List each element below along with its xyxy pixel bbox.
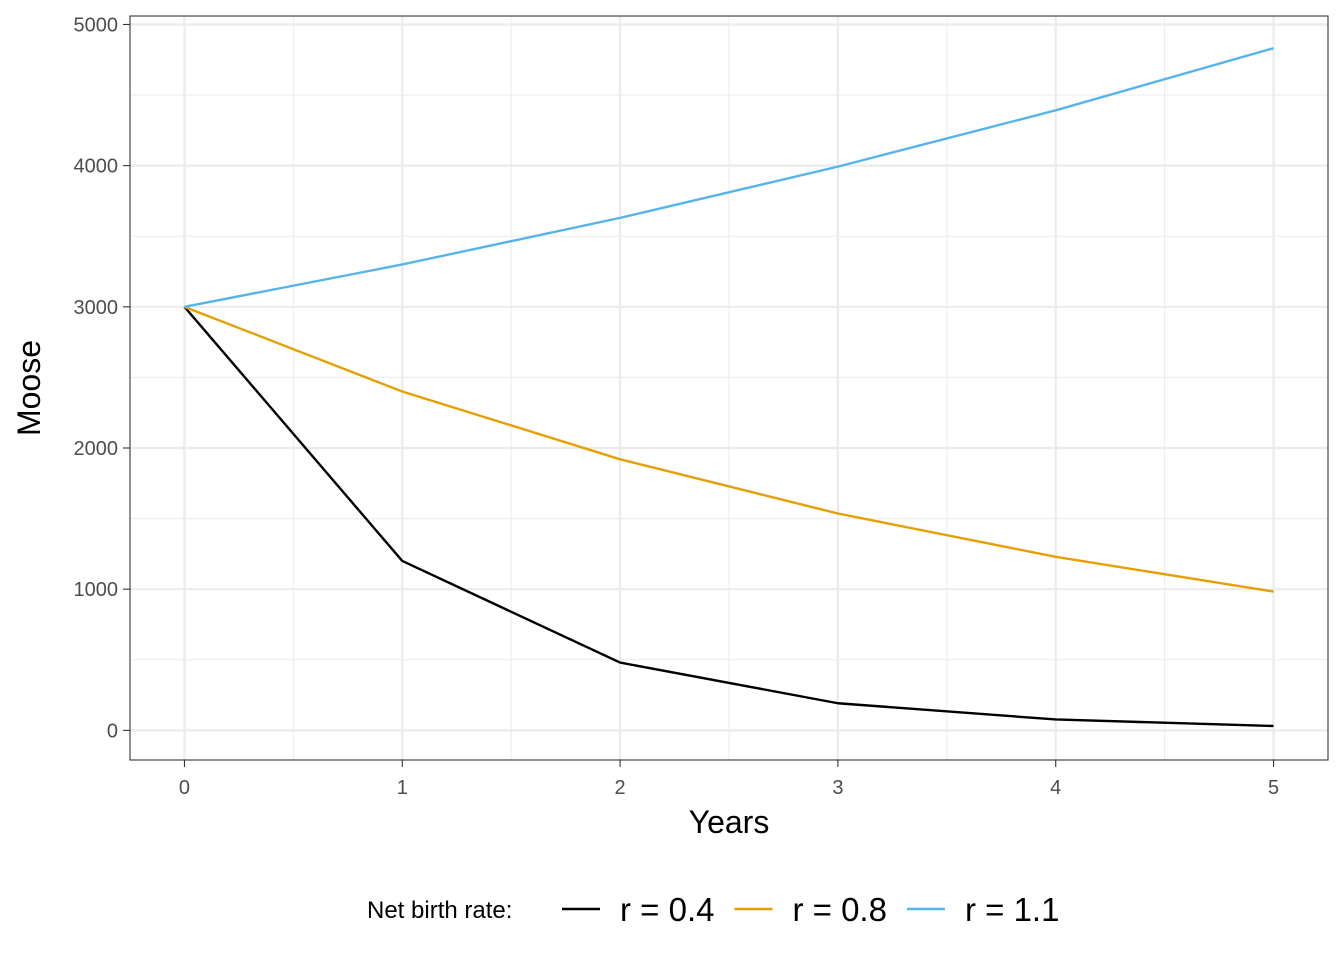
x-tick-label: 1 [397,777,408,799]
series-lines [183,47,1274,728]
y-tick-label: 0 [107,720,118,742]
legend-label-1: r = 0.4 [620,891,714,928]
legend: Net birth rate: r = 0.4 r = 0.8 r = 1.1 [367,891,1059,928]
plot-panel-border [129,15,1329,761]
x-axis: 0 1 2 3 4 5 [179,760,1279,799]
minor-gridlines [130,16,1328,760]
x-tick-label: 2 [615,777,626,799]
series-line-3 [184,47,1274,309]
y-tick-label: 3000 [74,297,119,319]
major-gridlines [130,16,1328,760]
series-line-1 [183,306,1274,728]
y-axis: 0 1000 2000 3000 4000 5000 [74,14,130,742]
series-line-2 [184,305,1274,593]
x-tick-label: 0 [179,777,190,799]
x-tick-label: 5 [1268,777,1279,799]
x-axis-title: Years [689,804,770,840]
y-tick-label: 2000 [74,438,119,460]
legend-label-2: r = 0.8 [792,891,886,928]
x-tick-label: 3 [832,777,843,799]
legend-label-3: r = 1.1 [965,891,1059,928]
legend-title: Net birth rate: [367,897,512,924]
legend-items: r = 0.4 r = 0.8 r = 1.1 [562,891,1059,928]
y-tick-label: 5000 [74,14,119,36]
y-axis-title: Moose [11,340,47,436]
y-tick-label: 4000 [74,156,119,178]
x-tick-label: 4 [1050,777,1061,799]
y-tick-label: 1000 [74,579,119,601]
